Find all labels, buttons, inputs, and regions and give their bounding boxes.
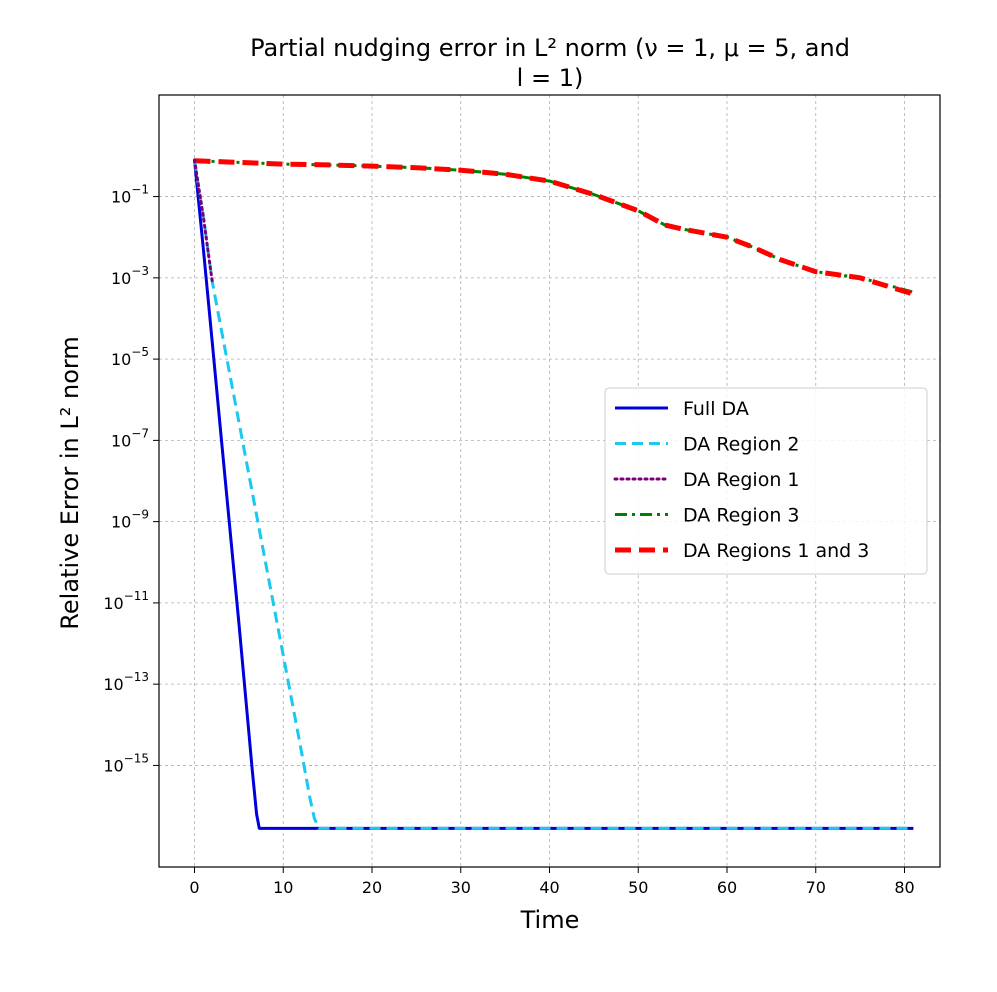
legend: Full DA DA Region 2 DA Region 1 DA Region 3…	[604, 387, 928, 575]
y-tick-label: 10−15	[103, 751, 149, 775]
x-tick-label: 20	[362, 878, 382, 897]
x-tick-label: 70	[806, 878, 826, 897]
x-tick-label: 50	[628, 878, 648, 897]
x-tick-label: 0	[189, 878, 199, 897]
x-tick-label: 80	[894, 878, 914, 897]
x-tick-label: 60	[717, 878, 737, 897]
legend-box	[604, 387, 928, 575]
y-tick-label: 10−9	[111, 508, 149, 532]
series-line-4	[194, 159, 914, 294]
x-axis-label: Time	[520, 906, 580, 934]
y-tick-label: 10−13	[103, 670, 149, 694]
series-line-2	[193, 159, 914, 830]
series-line-3	[193, 158, 214, 284]
legend-label: DA Region 2	[683, 434, 800, 456]
x-tick-label: 10	[273, 878, 293, 897]
x-tick-label: 30	[451, 878, 471, 897]
y-tick-label: 10−1	[111, 183, 149, 207]
chart-title-line1: Partial nudging error in L² norm (ν = 1,…	[250, 34, 850, 62]
legend-label: DA Region 3	[683, 505, 800, 527]
y-tick-label: 10−3	[111, 264, 149, 288]
x-tick-label: 40	[539, 878, 559, 897]
y-tick-label: 10−11	[103, 589, 149, 613]
y-axis-label: Relative Error in L² norm	[56, 336, 84, 629]
legend-label: DA Regions 1 and 3	[683, 540, 869, 562]
series-layer	[193, 158, 915, 830]
legend-label: DA Region 1	[683, 469, 800, 491]
y-tick-label: 10−7	[111, 426, 149, 450]
legend-label: Full DA	[683, 398, 749, 420]
series-line-5	[194, 158, 915, 297]
y-tick-label: 10−5	[111, 345, 149, 369]
chart-title-line2: l = 1)	[517, 64, 584, 92]
series-line-1	[193, 159, 914, 830]
